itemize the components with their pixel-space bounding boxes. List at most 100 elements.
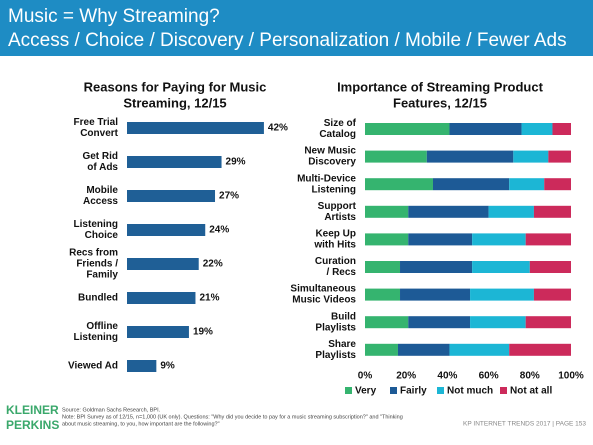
bar-segment xyxy=(472,233,526,246)
bar-segment xyxy=(449,343,510,356)
bar-segment xyxy=(397,343,450,356)
bar-segment xyxy=(488,205,534,218)
category-label: Multi-Device xyxy=(297,173,356,184)
value-label: 9% xyxy=(160,361,175,372)
bar-segment xyxy=(521,123,553,135)
source-note: Note: BPI Survey as of 12/15, n=1,000 (U… xyxy=(62,414,403,420)
bar-segment xyxy=(400,288,471,301)
page-number: KP INTERNET TRENDS 2017 | PAGE 153 xyxy=(463,421,586,428)
category-label: Choice xyxy=(85,230,119,241)
bar xyxy=(127,360,157,372)
category-label: Catalog xyxy=(319,129,356,140)
header-title: Music = Why Streaming? xyxy=(8,6,220,27)
category-label: Build xyxy=(331,311,356,322)
bar-segment xyxy=(365,261,401,273)
category-label: Convert xyxy=(80,128,118,139)
category-label: Offline xyxy=(86,321,118,332)
value-label: 29% xyxy=(226,157,246,168)
chart-title: Streaming, 12/15 xyxy=(123,95,226,110)
category-label: Music Videos xyxy=(292,295,356,306)
bar-segment xyxy=(365,150,427,163)
bar-segment xyxy=(525,316,571,329)
bar xyxy=(127,258,199,270)
source-note: about music streaming, to you, how impor… xyxy=(62,421,220,427)
bar-segment xyxy=(544,178,571,191)
legend-label: Not at all xyxy=(510,386,552,397)
legend-swatch xyxy=(390,387,397,394)
bar-segment xyxy=(472,261,530,273)
category-label: Discovery xyxy=(308,157,356,168)
category-label: Mobile xyxy=(86,185,118,196)
bar-segment xyxy=(365,205,409,218)
bar-segment xyxy=(408,316,471,329)
x-tick-label: 0% xyxy=(358,371,373,382)
value-label: 27% xyxy=(219,191,239,202)
x-tick-label: 40% xyxy=(437,371,457,382)
category-label: with Hits xyxy=(313,240,356,251)
bar-segment xyxy=(432,178,510,191)
category-label: Support xyxy=(318,201,357,212)
category-label: Keep Up xyxy=(315,229,356,240)
chart-title: Reasons for Paying for Music xyxy=(84,79,267,94)
category-label: Recs from xyxy=(69,248,118,259)
logo: KLEINER xyxy=(6,403,59,417)
bar-segment xyxy=(533,205,571,218)
category-label: Viewed Ad xyxy=(68,361,118,372)
bar-segment xyxy=(525,233,571,246)
category-label: Size of xyxy=(324,118,357,129)
bar xyxy=(127,326,189,338)
bar-segment xyxy=(426,150,514,163)
category-label: Friends / xyxy=(76,259,118,270)
bar-segment xyxy=(408,205,489,218)
category-label: Share xyxy=(328,339,356,350)
bar-segment xyxy=(509,178,545,191)
bar xyxy=(127,224,206,236)
category-label: / Recs xyxy=(327,267,357,278)
category-label: Listening xyxy=(74,219,118,230)
legend-label: Fairly xyxy=(400,386,427,397)
x-tick-label: 100% xyxy=(558,371,584,382)
logo: PERKINS xyxy=(6,418,59,432)
bar-segment xyxy=(408,233,473,246)
bar xyxy=(127,292,196,304)
category-label: Listening xyxy=(74,332,118,343)
category-label: Family xyxy=(86,270,118,281)
bar-segment xyxy=(470,288,534,301)
chart-title: Features, 12/15 xyxy=(393,95,487,110)
bar-segment xyxy=(529,261,571,273)
header-band xyxy=(0,0,593,56)
category-label: Access xyxy=(83,196,118,207)
bar xyxy=(127,122,264,134)
bar-segment xyxy=(509,343,571,356)
source-note: Source: Goldman Sachs Research, BPI. xyxy=(62,407,161,413)
category-label: New Music xyxy=(304,146,356,157)
legend-swatch xyxy=(345,387,352,394)
bar xyxy=(127,156,222,168)
category-label: Curation xyxy=(315,256,356,267)
x-tick-label: 20% xyxy=(396,371,416,382)
bar-segment xyxy=(365,343,398,356)
bar-segment xyxy=(552,123,571,135)
bar-segment xyxy=(400,261,473,273)
bar-segment xyxy=(470,316,526,329)
x-tick-label: 80% xyxy=(520,371,540,382)
legend-label: Very xyxy=(355,386,377,397)
bar-segment xyxy=(548,150,571,163)
bar-segment xyxy=(513,150,549,163)
bar xyxy=(127,190,216,202)
value-label: 21% xyxy=(199,293,219,304)
value-label: 42% xyxy=(268,123,288,134)
value-label: 24% xyxy=(209,225,229,236)
category-label: Simultaneous xyxy=(290,284,356,295)
value-label: 19% xyxy=(193,327,213,338)
category-label: Bundled xyxy=(78,293,118,304)
bar-segment xyxy=(449,123,522,135)
bar-segment xyxy=(533,288,571,301)
bar-segment xyxy=(365,316,409,329)
legend-label: Not much xyxy=(447,386,493,397)
category-label: of Ads xyxy=(87,162,118,173)
legend-swatch xyxy=(500,387,507,394)
category-label: Playlists xyxy=(315,322,356,333)
category-label: Playlists xyxy=(315,350,356,361)
